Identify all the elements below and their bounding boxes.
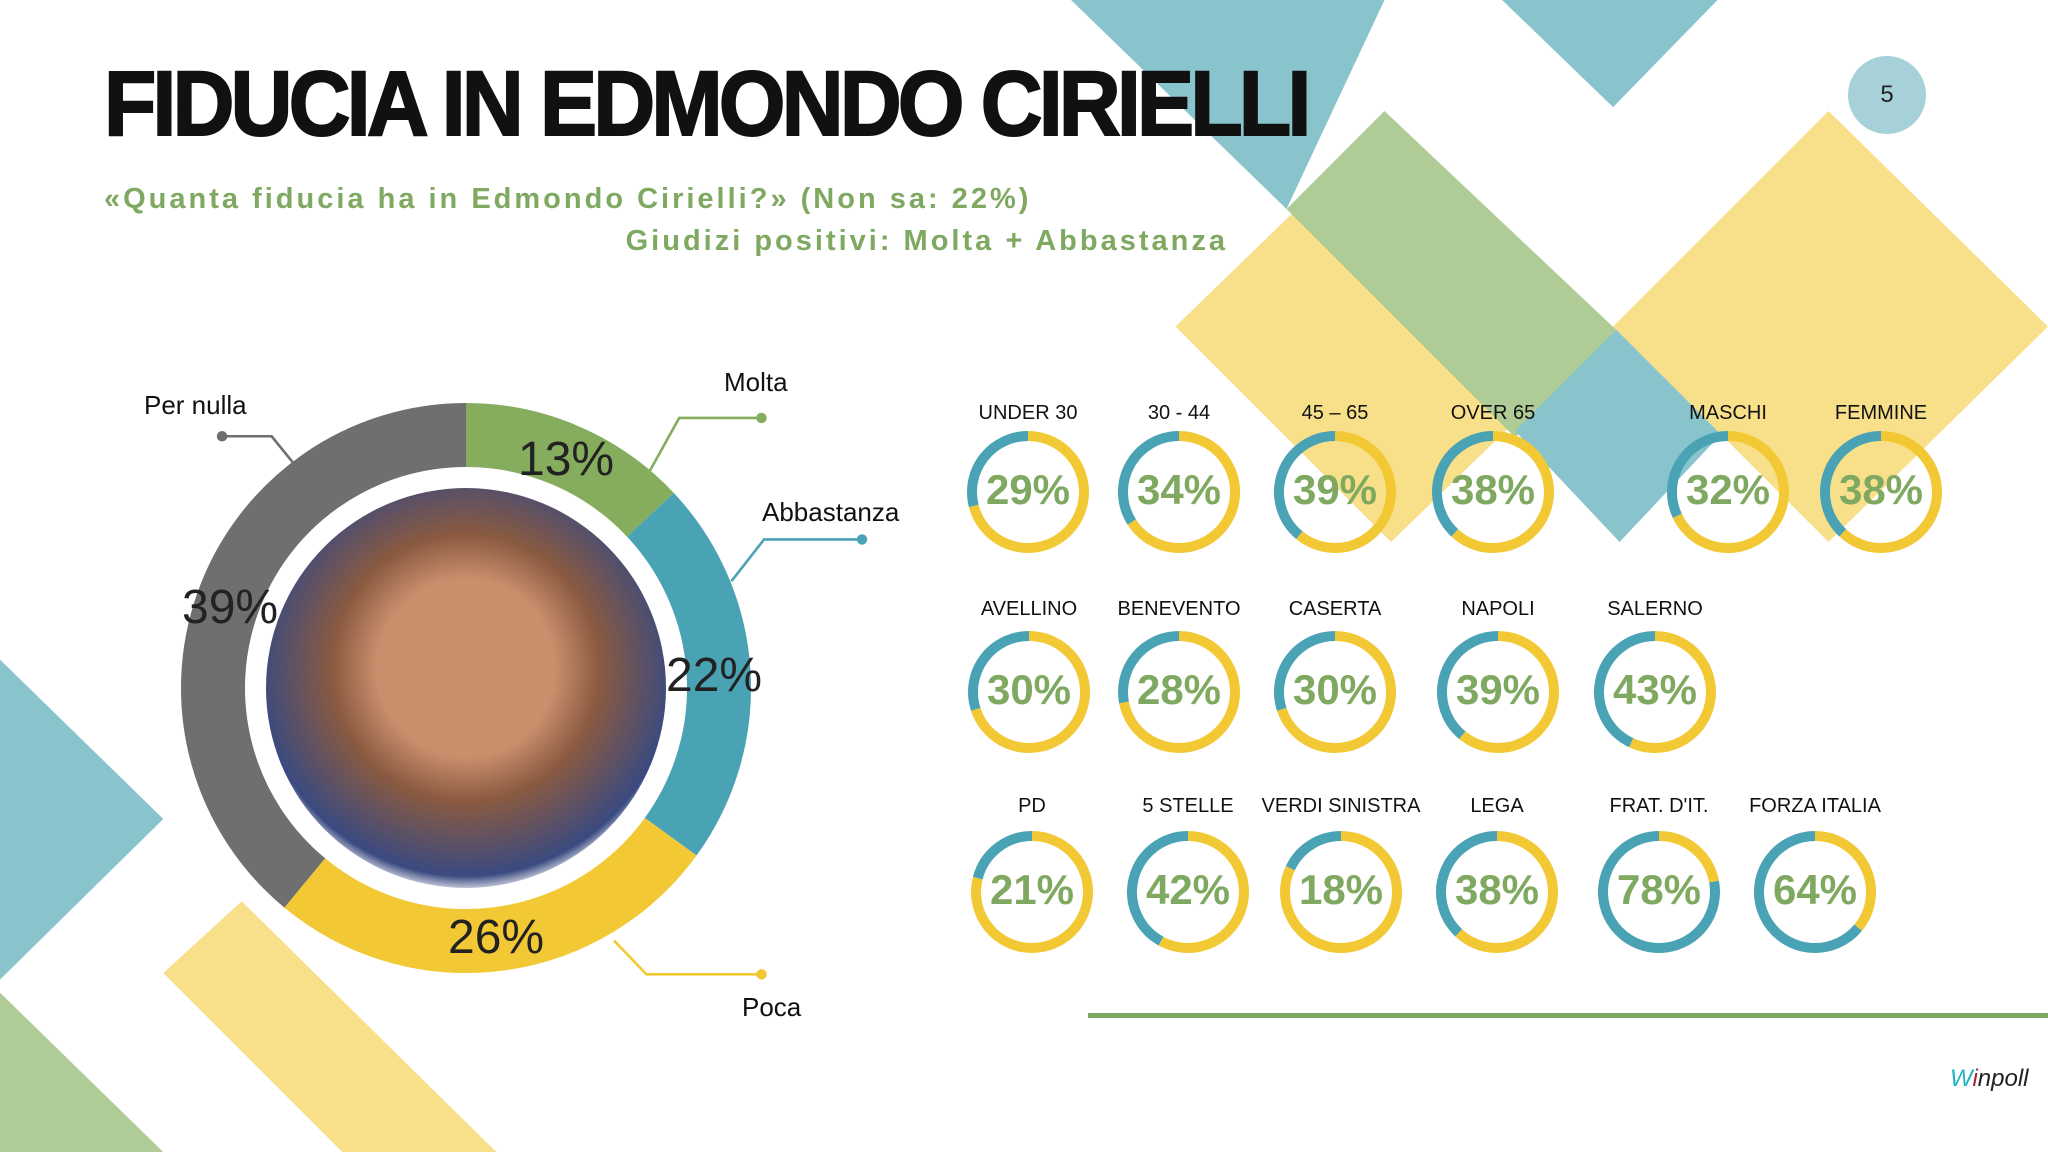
label-molta: Molta <box>724 367 788 397</box>
portrait-photo <box>266 488 666 888</box>
pct-per-nulla: 39% <box>182 581 279 634</box>
gauge-positive-arc <box>1285 831 1342 871</box>
gauge-rest-arc <box>1814 831 1876 931</box>
gauge-value: 30% <box>1292 666 1378 713</box>
gauge-label: 45 – 65 <box>1301 402 1369 424</box>
gauge-label: CASERTA <box>1288 598 1382 620</box>
gauge-value: 78% <box>1616 866 1702 913</box>
gauge-positive-arc <box>1274 431 1336 539</box>
gauge-value: 64% <box>1772 866 1858 913</box>
gauge-label: 30 - 44 <box>1147 402 1211 424</box>
gauge-value: 21% <box>989 866 1075 913</box>
subtitle-positive: Giudizi positivi: Molta + Abbastanza <box>625 225 1228 257</box>
gauge-value: 39% <box>1292 466 1378 513</box>
gauge-label: LEGA <box>1470 795 1524 817</box>
gauge-positive-arc <box>968 631 1030 711</box>
pct-molta: 13% <box>518 433 615 486</box>
gauge-label: UNDER 30 <box>978 402 1078 424</box>
gauge-value: 42% <box>1145 866 1231 913</box>
gauge-value: 43% <box>1612 666 1698 713</box>
gauge-value: 30% <box>986 666 1072 713</box>
gauge-label: NAPOLI <box>1461 598 1535 620</box>
donut-slice-poca <box>284 817 697 973</box>
page-title: FIDUCIA IN EDMONDO CIRIELLI <box>103 52 1312 156</box>
gauge-label: PD <box>1018 795 1046 817</box>
gauge-positive-arc <box>972 831 1033 880</box>
label-per-nulla: Per nulla <box>144 390 247 420</box>
gauge-label: BENEVENTO <box>1117 598 1241 620</box>
gauge-rest-arc <box>1119 631 1240 753</box>
gauge-rest-arc <box>1276 631 1396 753</box>
label-abbastanza: Abbastanza <box>762 497 900 527</box>
gauge-label: AVELLINO <box>980 598 1078 620</box>
gauge-label: MASCHI <box>1689 402 1767 424</box>
gauge-rest-arc <box>968 431 1089 553</box>
donut-slice-per-nulla <box>181 403 467 908</box>
gauge-value: 34% <box>1136 466 1222 513</box>
gauge-rest-arc <box>1296 431 1396 553</box>
donut-slice-abbastanza <box>626 492 751 856</box>
gauge-positive-arc <box>1432 431 1494 537</box>
gauge-positive-arc <box>1437 631 1499 739</box>
subtitle-question: «Quanta fiducia ha in Edmondo Cirielli?»… <box>104 183 1032 215</box>
gauge-positive-arc <box>1436 831 1498 937</box>
gauge-value: 29% <box>985 466 1071 513</box>
gauge-rest-arc <box>1672 431 1789 553</box>
gauge-rest-arc <box>1158 831 1249 953</box>
pct-poca: 26% <box>448 911 545 964</box>
gauge-label: SALERNO <box>1607 598 1703 620</box>
gauge-rest-arc <box>1629 631 1716 753</box>
gauge-label: FRAT. D'IT. <box>1609 795 1709 817</box>
gauge-label: OVER 65 <box>1450 402 1536 424</box>
gauge-label: VERDI SINISTRA <box>1261 795 1421 817</box>
gauge-rest-arc <box>1451 431 1554 553</box>
gauge-value: 28% <box>1136 666 1222 713</box>
gauge-positive-arc <box>1820 431 1882 537</box>
gauge-value: 38% <box>1838 466 1924 513</box>
gauge-positive-arc <box>1754 831 1862 953</box>
gauge-value: 38% <box>1450 466 1536 513</box>
gauge-value: 39% <box>1455 666 1541 713</box>
gauge-positive-arc <box>1274 631 1336 711</box>
gauge-label: 5 STELLE <box>1142 795 1234 817</box>
gauge-value: 32% <box>1685 466 1771 513</box>
gauge-rest-arc <box>1455 831 1558 953</box>
gauge-value: 18% <box>1298 866 1384 913</box>
gauge-rest-arc <box>971 831 1093 953</box>
gauge-rest-arc <box>1658 831 1719 883</box>
gauge-positive-arc <box>1118 631 1180 704</box>
pct-abbastanza: 22% <box>666 649 763 702</box>
label-poca: Poca <box>742 992 802 1022</box>
page-number: 5 <box>1848 56 1926 134</box>
gauge-rest-arc <box>1839 431 1942 553</box>
gauge-label: FORZA ITALIA <box>1749 795 1881 817</box>
gauge-rest-arc <box>970 631 1090 753</box>
gauge-positive-arc <box>1598 831 1720 953</box>
divider-line <box>1088 1013 2048 1018</box>
donut-slice-molta <box>465 403 674 538</box>
gauge-positive-arc <box>967 431 1029 508</box>
gauge-label: FEMMINE <box>1834 402 1928 424</box>
gauge-rest-arc <box>1280 831 1402 953</box>
gauge-positive-arc <box>1118 431 1180 525</box>
gauge-rest-arc <box>1459 631 1559 753</box>
gauge-positive-arc <box>1127 831 1189 946</box>
gauge-positive-arc <box>1594 631 1656 748</box>
gauge-positive-arc <box>1667 431 1729 518</box>
winpoll-logo: Winpoll <box>1950 1065 2029 1092</box>
gauge-rest-arc <box>1127 431 1240 553</box>
gauge-value: 38% <box>1454 866 1540 913</box>
